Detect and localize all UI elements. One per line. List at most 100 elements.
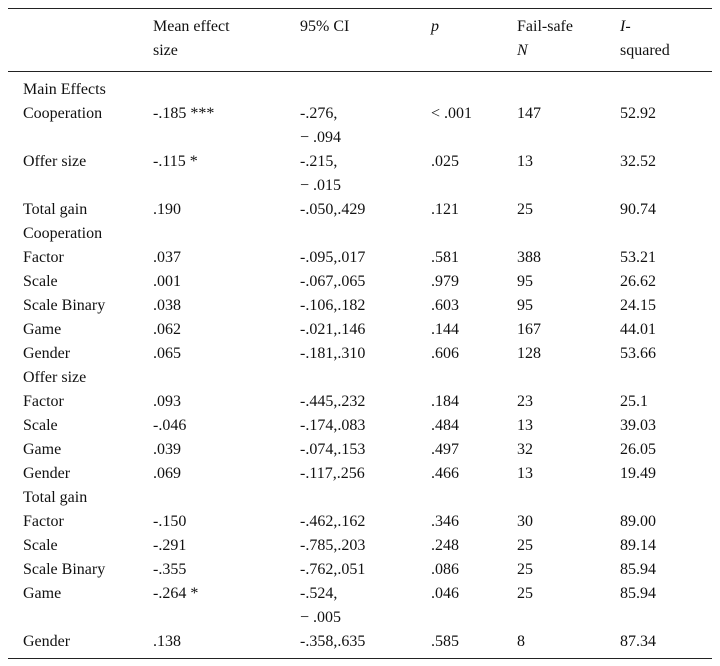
- ci-line: -.095,.017: [300, 249, 366, 266]
- table-row: Game .039 -.074,.153 .497 32 26.05: [8, 438, 712, 462]
- ci-line: -.106,.182: [300, 297, 366, 314]
- ci-line: -.174,.083: [300, 417, 366, 434]
- cell-n: [517, 486, 620, 510]
- cell-label: Gender: [23, 633, 71, 650]
- cell-i2: 53.21: [620, 249, 656, 266]
- ci-line: -.358,.635: [300, 633, 366, 650]
- ci-line: -.050,.429: [300, 201, 366, 218]
- table-body: Main Effects Cooperation -.185 *** -.276, − …: [8, 72, 712, 659]
- cell-label: Scale: [23, 417, 58, 434]
- cell-label: Factor: [23, 249, 64, 266]
- cell-mean: [153, 486, 300, 510]
- cell-i2: 25.1: [620, 393, 648, 410]
- cell-i2: [620, 222, 712, 246]
- cell-ci: -.215, − .015: [300, 150, 431, 198]
- header-fail-safe-n: Fail-safe N: [517, 18, 573, 59]
- cell-mean: .001: [153, 273, 181, 290]
- cell-i2: 39.03: [620, 417, 656, 434]
- ci-line: -.181,.310: [300, 345, 366, 362]
- cell-mean: [153, 222, 300, 246]
- cell-n: 147: [517, 105, 541, 122]
- cell-ci: -.095,.017: [300, 246, 431, 270]
- header-label: [8, 9, 153, 72]
- cell-p: .979: [431, 273, 459, 290]
- table-row: Factor -.150 -.462,.162 .346 30 89.00: [8, 510, 712, 534]
- cell-label: Factor: [23, 393, 64, 410]
- table-row: Scale Binary -.355 -.762,.051 .086 25 85.94: [8, 558, 712, 582]
- cell-ci: [300, 222, 431, 246]
- cell-mean: [153, 366, 300, 390]
- cell-p: [431, 366, 517, 390]
- cell-mean: -.291: [153, 537, 187, 554]
- ci-line: -.067,.065: [300, 273, 366, 290]
- cell-ci: -.021,.146: [300, 318, 431, 342]
- cell-label: Scale Binary: [23, 297, 106, 314]
- cell-ci: -.445,.232: [300, 390, 431, 414]
- cell-mean: .093: [153, 393, 181, 410]
- ci-line: -.276,: [300, 105, 338, 122]
- cell-p: [431, 222, 517, 246]
- table-row: Game -.264 * -.524, − .005 .046 25 85.94: [8, 582, 712, 630]
- cell-i2: 24.15: [620, 297, 656, 314]
- meta-analysis-table: Mean effect size 95% CI p Fail-safe N I-…: [8, 8, 712, 659]
- cell-p: .581: [431, 249, 459, 266]
- cell-n: 167: [517, 321, 541, 338]
- cell-ci: -.106,.182: [300, 294, 431, 318]
- cell-n: [517, 72, 620, 103]
- table-row: Offer size: [8, 366, 712, 390]
- cell-ci: [300, 486, 431, 510]
- cell-n: 25: [517, 201, 533, 218]
- cell-i2: 89.14: [620, 537, 656, 554]
- cell-label: Total gain: [23, 201, 88, 218]
- cell-p: .606: [431, 345, 459, 362]
- cell-p: .585: [431, 633, 459, 650]
- ci-line: -.117,.256: [300, 465, 365, 482]
- cell-n: 25: [517, 537, 533, 554]
- cell-p: .248: [431, 537, 459, 554]
- cell-n: 32: [517, 441, 533, 458]
- cell-n: 128: [517, 345, 541, 362]
- cell-mean: .138: [153, 633, 181, 650]
- cell-ci: -.276, − .094: [300, 102, 431, 150]
- cell-label: Gender: [23, 345, 71, 362]
- header-i-squared: I- squared: [620, 18, 670, 59]
- cell-i2: [620, 366, 712, 390]
- cell-p: .466: [431, 465, 459, 482]
- cell-ci: -.050,.429: [300, 198, 431, 222]
- ci-line: -.524,: [300, 585, 338, 602]
- cell-n: 13: [517, 153, 533, 170]
- cell-i2: 19.49: [620, 465, 656, 482]
- cell-i2: 26.62: [620, 273, 656, 290]
- cell-mean: .065: [153, 345, 181, 362]
- table-row: Factor .093 -.445,.232 .184 23 25.1: [8, 390, 712, 414]
- cell-i2: 32.52: [620, 153, 656, 170]
- cell-p: .484: [431, 417, 459, 434]
- cell-label: Offer size: [23, 153, 87, 170]
- cell-mean: -.150: [153, 513, 187, 530]
- ci-line: -.445,.232: [300, 393, 366, 410]
- cell-i2: 53.66: [620, 345, 656, 362]
- cell-mean: -.115 *: [153, 153, 198, 170]
- ci-line: − .015: [300, 177, 342, 194]
- cell-label: Game: [23, 321, 62, 338]
- cell-p: .025: [431, 153, 459, 170]
- cell-n: 23: [517, 393, 533, 410]
- ci-line: − .005: [300, 609, 342, 626]
- cell-p: [431, 72, 517, 103]
- cell-mean: .039: [153, 441, 181, 458]
- cell-mean: -.264 *: [153, 585, 199, 602]
- cell-n: 25: [517, 585, 533, 602]
- cell-p: .497: [431, 441, 459, 458]
- cell-n: 25: [517, 561, 533, 578]
- cell-ci: -.524, − .005: [300, 582, 431, 630]
- cell-ci: -.174,.083: [300, 414, 431, 438]
- cell-i2: 52.92: [620, 105, 656, 122]
- table-row: Main Effects: [8, 72, 712, 103]
- cell-mean: -.355: [153, 561, 187, 578]
- cell-p: .121: [431, 201, 459, 218]
- table-row: Gender .065 -.181,.310 .606 128 53.66: [8, 342, 712, 366]
- cell-i2: 87.34: [620, 633, 656, 650]
- cell-ci: -.358,.635: [300, 630, 431, 659]
- cell-ci: -.785,.203: [300, 534, 431, 558]
